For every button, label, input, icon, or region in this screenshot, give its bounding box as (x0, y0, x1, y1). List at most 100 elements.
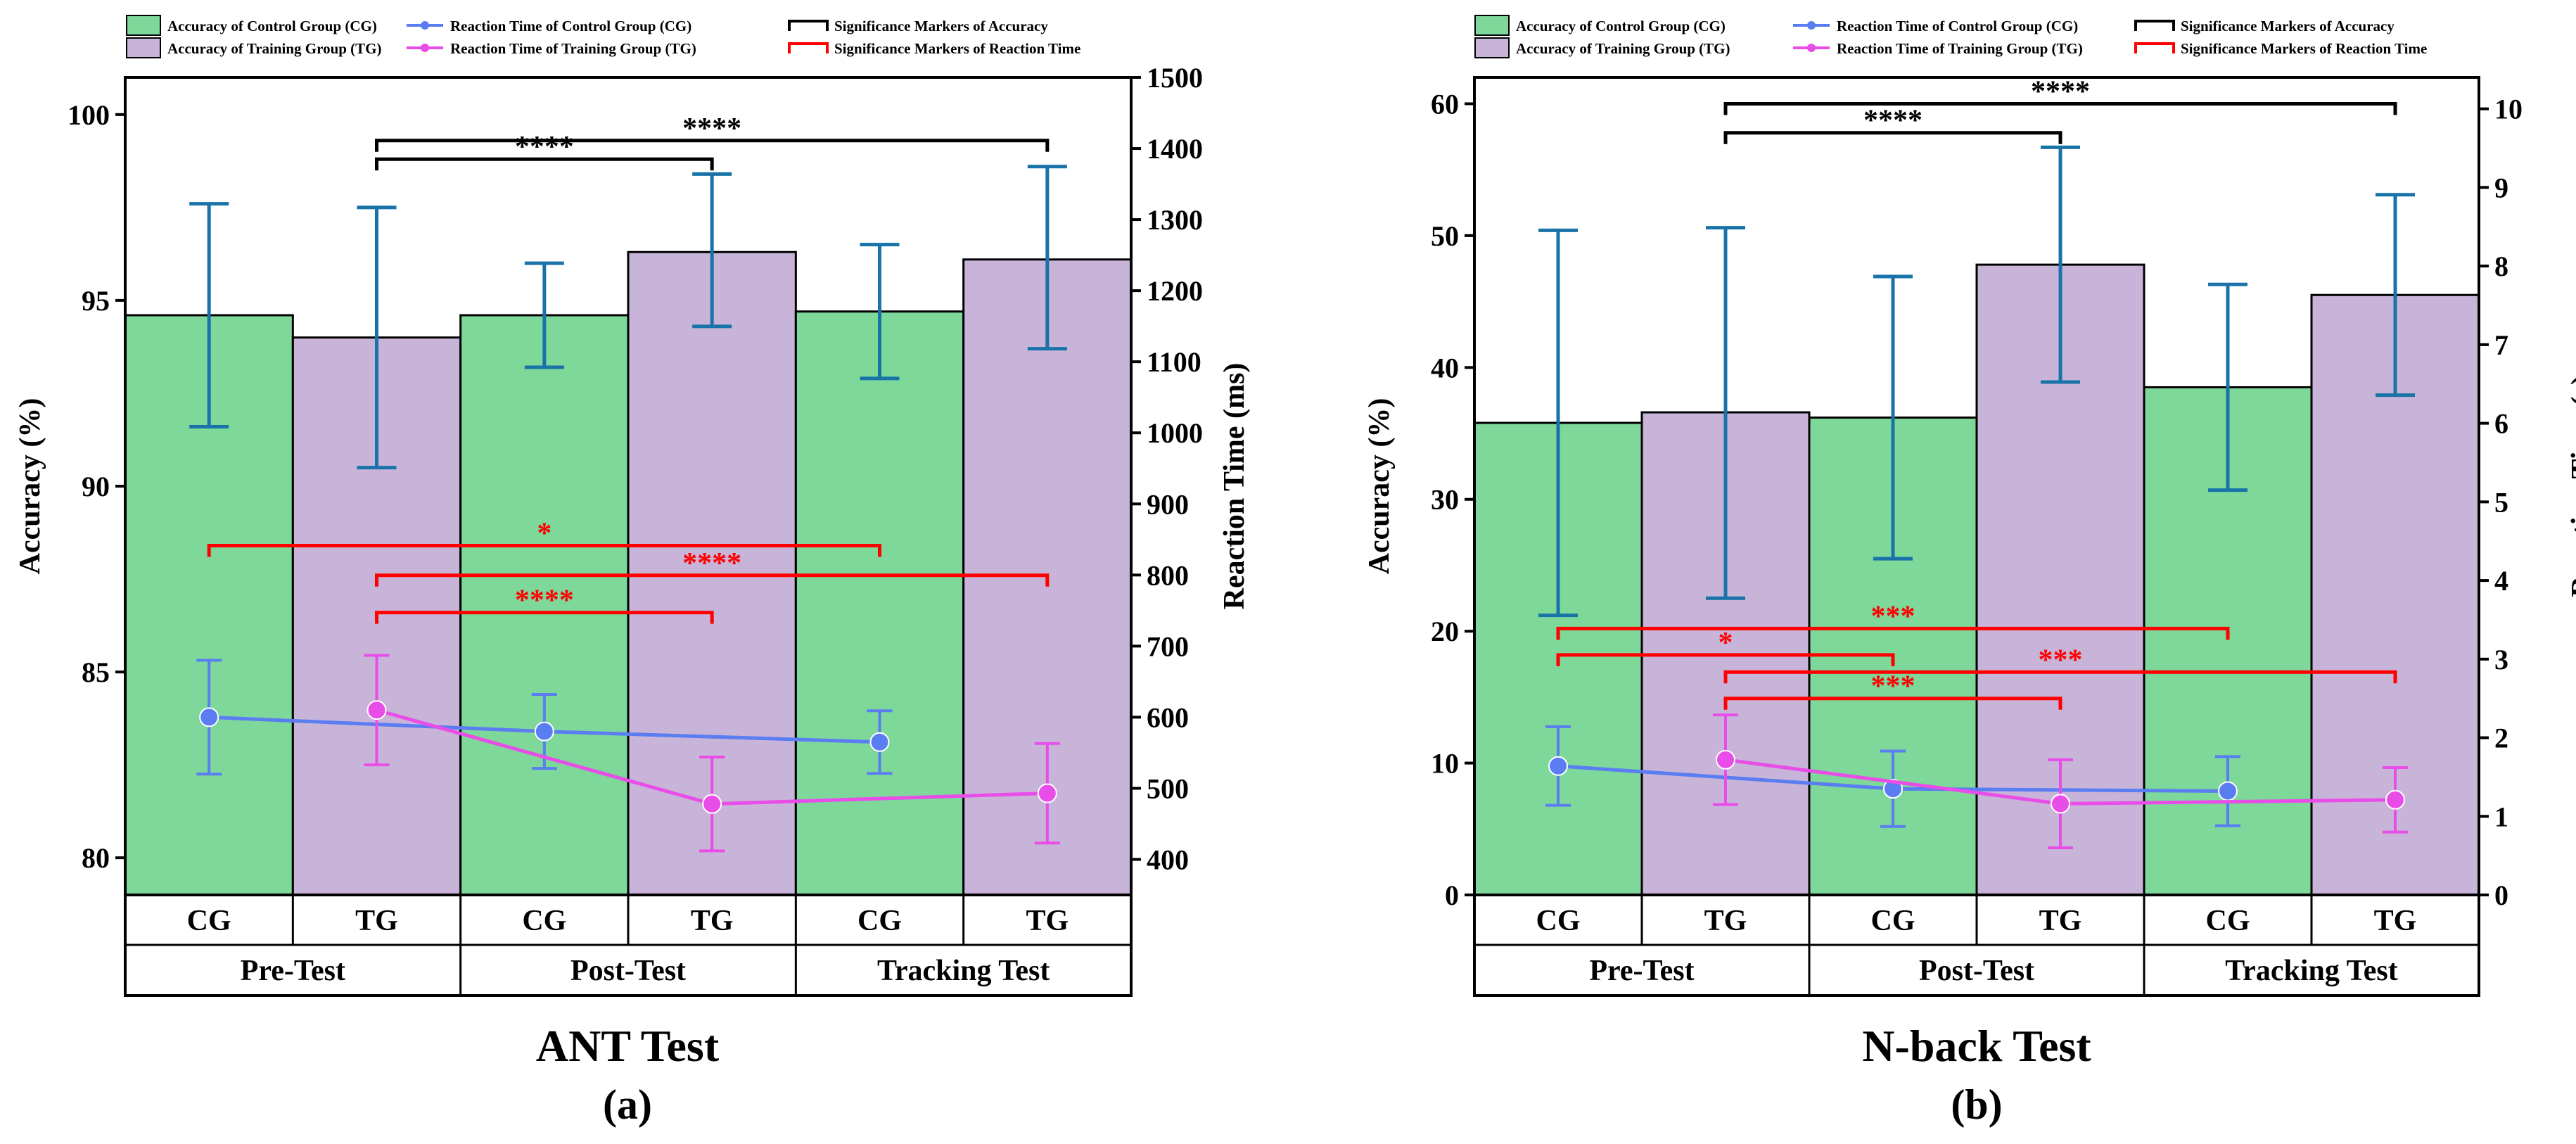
y2-axis-tick-label-4: 800 (1147, 559, 1189, 591)
rt-cg-point-1 (1883, 779, 1903, 799)
phase-label-2: Tracking Test (877, 955, 1050, 987)
legend-marker-rt-tg (1807, 44, 1816, 52)
legend-label-acc-tg: Accuracy of Training Group (TG) (167, 40, 382, 57)
rt-tg-point-1 (2051, 794, 2070, 814)
group-label-2: CG (1871, 905, 1915, 937)
y2-axis-tick-label-9: 1300 (1147, 204, 1203, 236)
legend-nback: Accuracy of Control Group (CG) Accuracy … (1474, 15, 2427, 58)
rt-tg-point-2 (1037, 783, 1057, 803)
rt-cg-point-2 (869, 732, 890, 752)
legend-label-sig-rt: Significance Markers of Reaction Time (834, 40, 1080, 57)
accuracy-bar-2 (459, 314, 630, 896)
legend-marker-sig-acc (788, 20, 829, 31)
y-axis-tick-label-6: 60 (1431, 88, 1459, 120)
group-label-3: TG (691, 905, 734, 937)
rt-cg-point-2 (2218, 781, 2238, 801)
y2-axis-tick-label-4: 4 (2494, 565, 2508, 597)
y2-axis-tick-label-11: 1500 (1147, 62, 1203, 94)
legend-label-sig-acc: Significance Markers of Accuracy (2181, 18, 2395, 34)
y2-axis-tick-label-10: 1400 (1147, 133, 1203, 165)
y2-axis-tick-label-6: 6 (2494, 408, 2508, 440)
y2-axis-label: Reaction Time (s) (2566, 375, 2576, 597)
legend-swatch-acc-tg (126, 37, 161, 58)
accuracy-significance-bracket-1 (1723, 131, 2062, 144)
group-label-2: CG (522, 905, 566, 937)
accuracy-significance-label-0: **** (2031, 75, 2090, 108)
legend-label-acc-tg: Accuracy of Training Group (TG) (1516, 40, 1730, 57)
y-axis-label: Accuracy (%) (1363, 398, 1396, 575)
legend-swatch-acc-tg (1474, 37, 1510, 58)
y2-axis-tick-label-0: 0 (2494, 879, 2508, 911)
y2-axis-tick-label-3: 700 (1147, 630, 1189, 662)
y2-axis-tick-label-7: 7 (2494, 329, 2508, 361)
y-axis-tick-label-4: 100 (68, 99, 110, 131)
accuracy-bar-4 (794, 310, 965, 896)
rt-tg-point-2 (2385, 789, 2405, 810)
y2-axis-tick-label-8: 1200 (1147, 275, 1203, 307)
reaction-significance-bracket-3 (1723, 697, 2062, 710)
chart-panel-ant: *****************80859095100400500600700… (14, 62, 1251, 997)
reaction-significance-label-2: **** (515, 585, 574, 617)
group-label-0: CG (187, 905, 231, 937)
legend-marker-rt-cg (1807, 21, 1816, 30)
chart-label-a: (a) (603, 1081, 652, 1128)
phase-label-0: Pre-Test (1589, 955, 1694, 987)
reaction-significance-bracket-2 (1723, 670, 2397, 684)
y2-axis-tick-label-2: 2 (2494, 723, 2508, 754)
accuracy-significance-bracket-0 (375, 139, 1050, 152)
legend-label-rt-tg: Reaction Time of Training Group (TG) (1837, 40, 2083, 57)
reaction-significance-label-2: *** (2039, 644, 2083, 676)
y-axis-tick-label-4: 40 (1431, 352, 1459, 383)
rt-tg-point-1 (702, 794, 722, 814)
y-axis-tick-label-3: 95 (82, 285, 110, 317)
legend-swatch-acc-cg (1474, 15, 1510, 36)
y2-axis-tick-label-0: 400 (1147, 844, 1189, 875)
y-axis-tick-label-3: 30 (1431, 484, 1459, 516)
reaction-significance-bracket-0 (207, 544, 881, 557)
reaction-significance-label-3: *** (1871, 670, 1915, 703)
y2-axis-tick-label-10: 10 (2494, 94, 2523, 125)
chart-title-nback: N-back Test (1862, 1021, 2091, 1071)
y2-axis-tick-label-2: 600 (1147, 701, 1189, 733)
y-axis-tick-label-2: 90 (82, 471, 110, 502)
y2-axis-tick-label-6: 1000 (1147, 417, 1203, 449)
chart-title-ant: ANT Test (536, 1021, 720, 1071)
y2-axis-tick-label-1: 500 (1147, 773, 1189, 804)
legend-label-acc-cg: Accuracy of Control Group (CG) (167, 18, 377, 34)
accuracy-significance-label-1: **** (515, 131, 574, 163)
y2-axis-tick-label-3: 3 (2494, 644, 2508, 675)
y2-axis-tick-label-5: 5 (2494, 486, 2508, 518)
legend-marker-sig-rt (788, 42, 829, 53)
y-axis-label: Accuracy (%) (14, 398, 46, 575)
accuracy-significance-label-0: **** (682, 113, 741, 145)
legend-label-acc-cg: Accuracy of Control Group (CG) (1516, 18, 1726, 34)
group-label-1: TG (1704, 905, 1747, 937)
phase-label-2: Tracking Test (2225, 955, 2397, 987)
chart-label-b: (b) (1951, 1081, 2002, 1128)
phase-label-1: Post-Test (570, 955, 686, 987)
legend-label-rt-cg: Reaction Time of Control Group (CG) (1837, 18, 2078, 34)
group-label-3: TG (2039, 905, 2082, 937)
reaction-significance-label-1: **** (682, 547, 741, 580)
y-axis-tick-label-1: 10 (1431, 748, 1459, 780)
rt-cg-point-0 (199, 707, 219, 727)
reaction-significance-label-0: *** (1871, 600, 1915, 633)
legend-marker-rt-cg (421, 21, 429, 30)
reaction-significance-bracket-2 (375, 611, 714, 624)
legend-label-rt-tg: Reaction Time of Training Group (TG) (450, 40, 696, 57)
legend-marker-rt-tg (421, 44, 429, 52)
phase-label-1: Post-Test (1919, 955, 2034, 987)
y-axis-tick-label-0: 0 (1445, 879, 1459, 911)
y2-axis-tick-label-9: 9 (2494, 172, 2508, 203)
legend-ant: Accuracy of Control Group (CG) Accuracy … (126, 15, 1080, 58)
rt-tg-point-0 (1716, 749, 1735, 770)
y-axis-tick-label-1: 85 (82, 656, 110, 688)
y2-axis-tick-label-8: 8 (2494, 250, 2508, 282)
reaction-significance-label-0: * (537, 518, 551, 550)
group-label-5: TG (1026, 905, 1069, 937)
y-axis-tick-label-0: 80 (82, 842, 110, 874)
reaction-significance-label-1: * (1719, 627, 1733, 659)
legend-label-sig-rt: Significance Markers of Reaction Time (2181, 40, 2427, 57)
group-label-4: CG (857, 905, 902, 937)
